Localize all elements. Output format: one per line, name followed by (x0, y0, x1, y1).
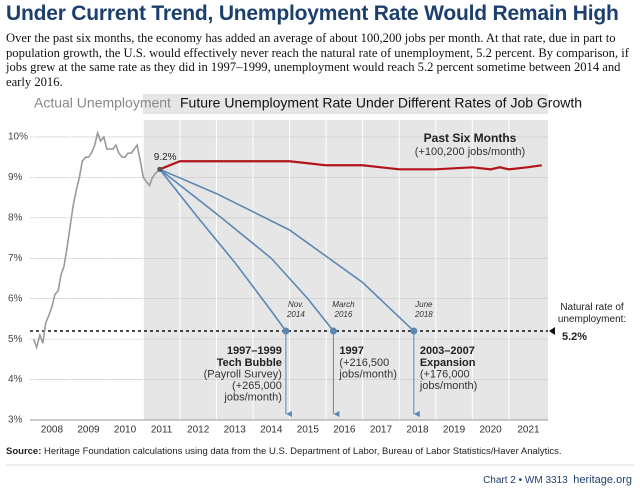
y-tick-label: 10% (8, 132, 28, 143)
end-point (329, 327, 337, 335)
header-band (142, 94, 548, 114)
series-name: 2003–2007 (420, 345, 475, 357)
series-note: (Payroll Survey) (204, 368, 282, 380)
end-date-label: March (332, 300, 355, 309)
y-tick-label: 7% (8, 253, 23, 264)
series-name: 1997–1999 (227, 345, 282, 357)
x-tick-label: 2010 (114, 425, 137, 436)
series-line (159, 168, 287, 332)
natural-rate-pointer (549, 327, 555, 336)
x-tick-label: 2017 (370, 425, 393, 436)
start-label: 9.2% (154, 152, 177, 163)
end-date-label: Nov. (288, 300, 304, 309)
series-note: Tech Bubble (217, 357, 282, 369)
natural-rate-text-line: unemployment: (558, 314, 626, 325)
series-name: Past Six Months (424, 131, 517, 145)
x-tick-label: 2014 (260, 425, 283, 436)
x-tick-label: 2016 (333, 425, 356, 436)
series-note: jobs/month) (419, 380, 477, 392)
series-line (159, 160, 542, 171)
x-tick-label: 2013 (224, 425, 247, 436)
y-tick-label: 3% (8, 415, 23, 426)
series-note: (+176,000 (420, 368, 470, 380)
actual-panel (30, 120, 143, 420)
y-tick-label: 6% (8, 293, 23, 304)
natural-rate-label: 5.2% (562, 331, 587, 343)
x-tick-label: 2008 (41, 425, 64, 436)
series-line (159, 168, 335, 332)
footer-text: Chart 2 • WM 3313 (483, 475, 568, 486)
y-tick-label: 9% (8, 172, 23, 183)
series-note: jobs/month) (223, 391, 281, 403)
natural-rate-text: Natural rate of unemployment: (558, 302, 626, 325)
x-tick-label: 2018 (406, 425, 429, 436)
start-point (157, 166, 163, 172)
series-note: Expansion (420, 357, 476, 369)
end-date-label: 2016 (334, 310, 353, 319)
footer: Chart 2 • WM 3313 heritage.org (483, 474, 632, 486)
end-date-label: June (414, 300, 433, 309)
x-tick-label: 2019 (443, 425, 466, 436)
x-tick-label: 2021 (517, 425, 540, 436)
y-tick-label: 8% (8, 212, 23, 223)
chart-subtitle: Over the past six months, the economy ha… (6, 31, 629, 89)
end-point (282, 327, 290, 335)
end-date-label: 2014 (286, 310, 305, 319)
section-label: Actual Unemployment (34, 95, 171, 111)
section-label: Future Unemployment Rate Under Different… (180, 95, 582, 111)
natural-rate-text-line: Natural rate of (560, 302, 624, 313)
end-point (410, 327, 418, 335)
y-tick-label: 4% (8, 374, 23, 385)
source-label: Source: (6, 446, 42, 457)
x-tick-label: 2012 (187, 425, 210, 436)
series-name: 1997 (339, 345, 363, 357)
x-tick-label: 2015 (297, 425, 320, 436)
source: Source: Heritage Foundation calculations… (6, 446, 634, 457)
series-note: (+100,200 jobs/month) (415, 146, 525, 158)
end-date-label: 2018 (414, 310, 433, 319)
site: heritage.org (573, 474, 632, 486)
chart-title: Under Current Trend, Unemployment Rate W… (6, 2, 619, 25)
series-note: (+265,000 (232, 380, 282, 392)
y-tick-label: 5% (8, 334, 23, 345)
series-note: (+216,500 (339, 357, 389, 369)
series-line (159, 168, 415, 332)
x-tick-label: 2020 (479, 425, 502, 436)
x-tick-label: 2011 (151, 425, 173, 436)
x-tick-label: 2009 (77, 425, 100, 436)
series-line (32, 130, 161, 350)
series-note: jobs/month) (338, 368, 396, 380)
source-text: Heritage Foundation calculations using d… (44, 446, 562, 457)
